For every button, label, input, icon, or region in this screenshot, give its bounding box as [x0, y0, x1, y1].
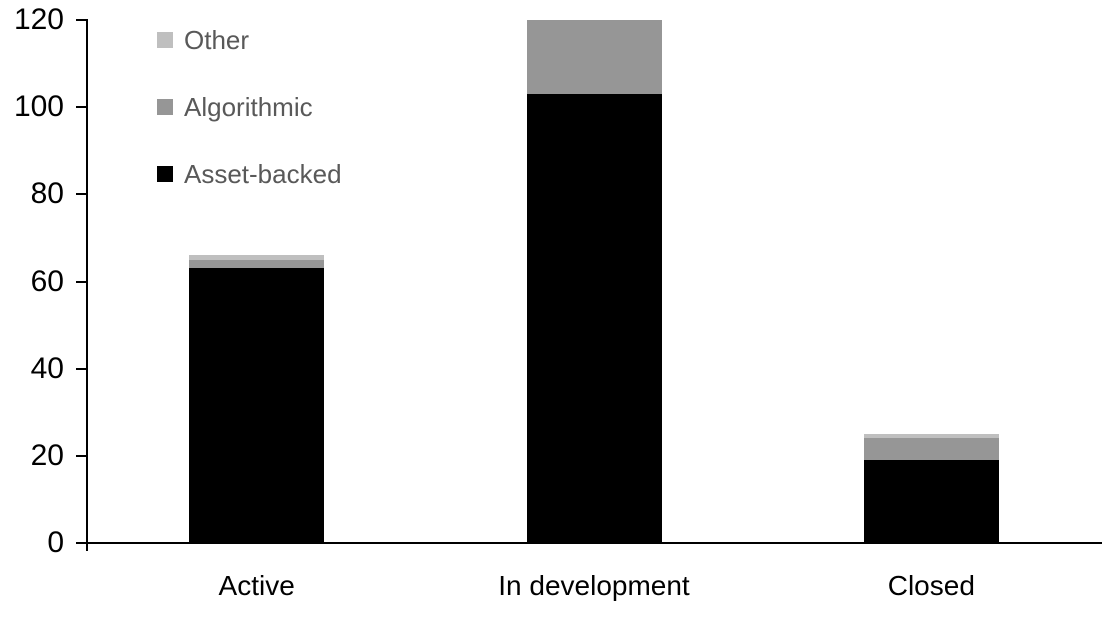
- y-tick: [76, 542, 86, 544]
- x-axis-line: [86, 542, 1102, 544]
- bar-segment-algorithmic: [863, 438, 999, 461]
- y-tick-label: 100: [13, 90, 64, 124]
- legend-swatch-icon: [157, 99, 173, 115]
- y-tick: [76, 280, 86, 283]
- bar-segment-other: [863, 434, 999, 439]
- y-tick-label: 40: [30, 351, 64, 385]
- legend-item-other: Other: [157, 27, 249, 53]
- legend-label: Other: [184, 25, 250, 55]
- y-tick: [76, 193, 86, 196]
- y-tick: [76, 106, 86, 109]
- legend-item-algorithmic: Algorithmic: [157, 94, 313, 120]
- y-tick-label: 120: [13, 3, 64, 36]
- y-tick-label: 80: [30, 177, 64, 211]
- bar-segment-asset-backed: [526, 94, 662, 543]
- bar-segment-algorithmic: [189, 259, 325, 269]
- bar-segment-asset-backed: [189, 268, 325, 543]
- x-category-label: Closed: [887, 570, 975, 601]
- legend-item-asset-backed: Asset-backed: [157, 161, 342, 187]
- x-category-label: Active: [218, 570, 295, 601]
- y-tick: [76, 367, 86, 370]
- y-tick-label: 20: [30, 438, 64, 472]
- y-tick-label: 0: [47, 526, 64, 559]
- legend-label: Algorithmic: [184, 92, 313, 122]
- y-tick: [76, 454, 86, 457]
- bar-segment-algorithmic: [526, 20, 662, 95]
- legend-label: Asset-backed: [184, 159, 342, 189]
- y-tick: [76, 19, 86, 21]
- legend-swatch-icon: [157, 32, 173, 48]
- bar-segment-asset-backed: [863, 460, 999, 543]
- y-axis-line: [86, 19, 88, 551]
- bar-segment-other: [189, 255, 325, 260]
- legend-swatch-icon: [157, 166, 173, 182]
- y-tick-label: 60: [30, 264, 64, 298]
- x-category-label: In development: [498, 570, 690, 601]
